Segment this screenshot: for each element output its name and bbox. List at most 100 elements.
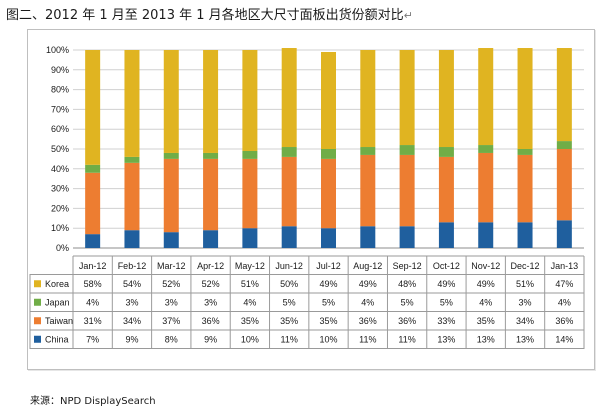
- data-label: 13%: [437, 334, 455, 344]
- legend-swatch-japan: [34, 298, 41, 306]
- data-label: 13%: [516, 334, 534, 344]
- bar-korea: [360, 50, 376, 148]
- bar-taiwan: [85, 172, 101, 235]
- y-tick-label: 60%: [51, 124, 69, 134]
- data-label: 5%: [322, 297, 335, 307]
- bar-korea: [85, 50, 101, 165]
- legend-label-korea: Korea: [45, 279, 69, 289]
- data-label: 13%: [477, 334, 495, 344]
- bar-china: [203, 230, 219, 248]
- bar-china: [124, 230, 140, 248]
- x-tick-label: Nov-12: [471, 261, 500, 271]
- bar-china: [281, 226, 297, 248]
- bar-japan: [203, 152, 219, 159]
- data-label: 10%: [319, 334, 337, 344]
- bar-china: [85, 234, 101, 248]
- data-label: 4%: [86, 297, 99, 307]
- data-label: 5%: [440, 297, 453, 307]
- bar-taiwan: [203, 158, 219, 231]
- data-label: 11%: [398, 334, 415, 344]
- data-label: 47%: [555, 279, 573, 289]
- bar-japan: [438, 147, 454, 157]
- bar-japan: [399, 145, 415, 155]
- bar-korea: [242, 50, 258, 151]
- data-label: 36%: [555, 316, 573, 326]
- bar-japan: [281, 147, 297, 157]
- x-tick-label: Jan-12: [79, 261, 107, 271]
- data-label: 9%: [204, 334, 217, 344]
- bar-china: [242, 228, 258, 248]
- bar-taiwan: [242, 158, 258, 229]
- x-tick-label: Sep-12: [393, 261, 422, 271]
- data-label: 50%: [280, 279, 298, 289]
- chart-title-text: 图二、2012 年 1 月至 2013 年 1 月各地区大尺寸面板出货份额对比: [6, 8, 404, 23]
- bar-korea: [478, 48, 494, 146]
- y-tick-label: 10%: [51, 223, 69, 233]
- bar-taiwan: [321, 158, 336, 229]
- bar-japan: [517, 149, 533, 155]
- bar-taiwan: [124, 162, 140, 231]
- x-tick-label: Apr-12: [197, 261, 224, 271]
- data-label: 36%: [398, 316, 416, 326]
- data-label: 58%: [84, 279, 102, 289]
- bar-korea: [124, 50, 140, 157]
- data-label: 11%: [281, 334, 298, 344]
- bar-japan: [124, 156, 140, 163]
- bar-japan: [360, 147, 376, 155]
- y-tick-label: 20%: [51, 203, 69, 213]
- y-tick-label: 100%: [46, 45, 69, 55]
- bar-korea: [203, 50, 219, 153]
- data-label: 51%: [516, 279, 534, 289]
- bar-taiwan: [517, 154, 533, 223]
- bar-korea: [163, 50, 179, 153]
- data-label: 36%: [359, 316, 377, 326]
- data-label: 54%: [123, 279, 141, 289]
- stacked-bar-chart: 0% 10% 20% 30% 40% 50% 60% 70% 80% 90% 100% Jan-12 F…: [29, 45, 585, 349]
- data-label: 35%: [477, 316, 495, 326]
- data-label: 37%: [162, 316, 180, 326]
- bar-japan: [321, 149, 336, 159]
- bar-china: [556, 220, 572, 248]
- data-label: 34%: [123, 316, 141, 326]
- data-label: 34%: [516, 316, 534, 326]
- bar-japan: [163, 152, 179, 159]
- bar-taiwan: [399, 154, 415, 227]
- bar-taiwan: [163, 158, 179, 233]
- data-label: 35%: [241, 316, 259, 326]
- data-label: 52%: [202, 279, 220, 289]
- return-mark-icon: ↵: [403, 9, 413, 22]
- legend-swatch-china: [34, 335, 41, 343]
- legend-label-china: China: [45, 334, 69, 344]
- data-label: 5%: [401, 297, 414, 307]
- data-label: 49%: [477, 279, 495, 289]
- data-label: 4%: [558, 297, 571, 307]
- x-tick-label: Jun-12: [275, 261, 303, 271]
- y-tick-label: 40%: [51, 164, 69, 174]
- y-tick-label: 30%: [51, 184, 69, 194]
- data-label: 33%: [437, 316, 455, 326]
- data-label: 7%: [86, 334, 99, 344]
- data-label: 3%: [165, 297, 178, 307]
- bar-korea: [281, 48, 297, 148]
- x-tick-label: Mar-12: [157, 261, 186, 271]
- data-label: 49%: [359, 279, 377, 289]
- bar-taiwan: [281, 156, 297, 227]
- bar-china: [360, 226, 376, 248]
- legend-label-taiwan: Taiwan: [45, 316, 73, 326]
- data-label: 9%: [125, 334, 138, 344]
- bar-korea: [399, 50, 415, 146]
- y-tick-label: 50%: [51, 144, 69, 154]
- legend-label-japan: Japan: [45, 297, 70, 307]
- x-tick-label: Jan-13: [551, 261, 579, 271]
- bar-china: [163, 232, 179, 248]
- y-tick-label: 80%: [51, 85, 69, 95]
- bar-china: [478, 222, 494, 248]
- y-tick-label: 0%: [56, 243, 69, 253]
- bar-china: [517, 222, 533, 248]
- data-label: 49%: [319, 279, 337, 289]
- data-label: 14%: [555, 334, 573, 344]
- bar-korea: [517, 48, 533, 149]
- x-tick-label: Feb-12: [118, 261, 147, 271]
- x-tick-label: May-12: [235, 261, 265, 271]
- chart-title: 图二、2012 年 1 月至 2013 年 1 月各地区大尺寸面板出货份额对比↵: [6, 4, 413, 23]
